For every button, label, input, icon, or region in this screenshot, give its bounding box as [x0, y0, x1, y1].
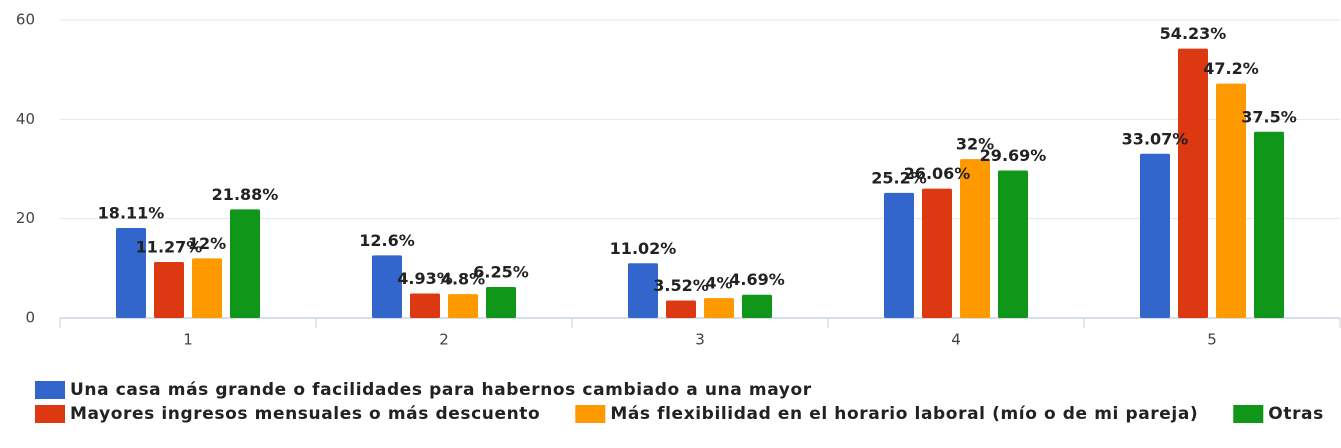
x-tick-label: 3: [695, 331, 705, 349]
y-tick-label: 40: [16, 110, 35, 128]
bar: [742, 294, 772, 318]
bar: [884, 192, 914, 318]
bar: [666, 300, 696, 318]
bar: [410, 293, 440, 318]
bar: [116, 228, 146, 318]
bar: [628, 263, 658, 318]
x-tick-label: 5: [1207, 331, 1217, 349]
bar: [192, 258, 222, 318]
bar: [922, 188, 952, 318]
value-label: 47.2%: [1203, 59, 1259, 78]
value-label: 37.5%: [1241, 107, 1297, 126]
value-label: 29.69%: [980, 146, 1047, 165]
value-label: 21.88%: [212, 185, 279, 204]
value-label: 3.52%: [653, 276, 709, 295]
bar: [1178, 48, 1208, 319]
x-tick-label: 1: [183, 331, 193, 349]
value-label: 4.93%: [397, 269, 453, 288]
y-tick-label: 60: [16, 11, 35, 29]
bar: [1216, 83, 1246, 318]
legend-swatch: [35, 405, 65, 423]
x-tick-label: 4: [951, 331, 961, 349]
value-label: 32%: [956, 135, 994, 154]
bar: [960, 159, 990, 318]
bar: [998, 170, 1028, 318]
value-label: 26.06%: [904, 164, 971, 183]
value-label: 25.2%: [871, 168, 927, 187]
value-label: 54.23%: [1160, 24, 1227, 43]
bar: [372, 255, 402, 318]
bar: [1140, 153, 1170, 318]
legend-label: Otras: [1268, 404, 1324, 424]
legend-swatch: [35, 381, 65, 399]
y-tick-label: 20: [16, 209, 35, 227]
value-label: 18.11%: [98, 204, 165, 223]
bar: [1254, 131, 1284, 318]
y-tick-label: 0: [25, 309, 35, 327]
legend-label: Más flexibilidad en el horario laboral (…: [610, 404, 1198, 424]
bar: [230, 209, 260, 318]
value-label: 4.69%: [729, 270, 785, 289]
bar: [154, 262, 184, 318]
value-label: 12%: [188, 234, 226, 253]
value-label: 4.8%: [441, 270, 485, 289]
legend-swatch: [1233, 405, 1264, 423]
value-label: 6.25%: [473, 262, 529, 281]
legend-label: Mayores ingresos mensuales o más descuen…: [70, 404, 540, 424]
bar: [486, 286, 516, 318]
legend-swatch: [575, 405, 606, 423]
value-label: 12.6%: [359, 231, 415, 250]
x-tick-label: 2: [439, 331, 449, 349]
legend-label: Una casa más grande o facilidades para h…: [70, 380, 812, 400]
value-label: 11.02%: [610, 239, 677, 258]
bar: [704, 298, 734, 318]
value-label: 4%: [705, 274, 732, 293]
bar: [448, 294, 478, 318]
value-label: 11.27%: [136, 238, 203, 257]
value-label: 33.07%: [1122, 129, 1189, 148]
